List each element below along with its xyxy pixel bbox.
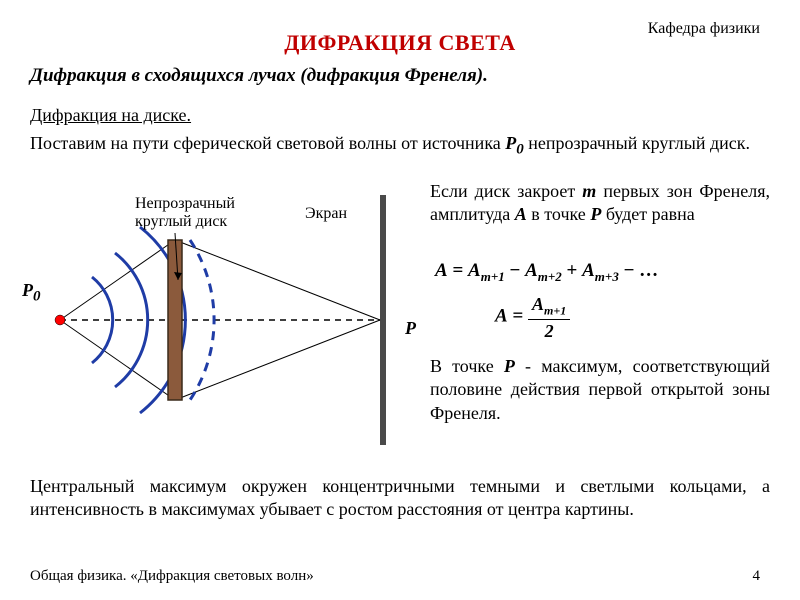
opaque-disk bbox=[168, 240, 182, 400]
page-title: ДИФРАКЦИЯ СВЕТА bbox=[0, 30, 800, 56]
ray-lower-2 bbox=[175, 320, 380, 400]
section-heading: Дифракция на диске. bbox=[30, 105, 191, 126]
p-label: P bbox=[405, 318, 416, 339]
screen-bar bbox=[380, 195, 386, 445]
disk-label-l1: Непрозрачный bbox=[135, 195, 235, 212]
bottom-paragraph: Центральный максимум окружен концентричн… bbox=[30, 475, 770, 520]
subtitle: Дифракция в сходящихся лучах (дифракция … bbox=[30, 65, 770, 87]
page-number: 4 bbox=[753, 568, 761, 585]
para1-P0: P bbox=[505, 133, 516, 153]
amplitude-series-formula: A = Am+1 − Am+2 + Am+3 − … bbox=[435, 260, 658, 285]
disk-label: Непрозрачный круглый диск bbox=[135, 195, 235, 230]
light-source bbox=[55, 315, 65, 325]
ray-lower-1 bbox=[60, 320, 175, 400]
right-paragraph-2: В точке P - максимум, соответствующий по… bbox=[430, 355, 770, 425]
right-paragraph-1: Если диск закроет m первых зон Френеля, … bbox=[430, 180, 770, 227]
ray-upper-2 bbox=[175, 240, 380, 320]
disk-label-l2: круглый диск bbox=[135, 213, 227, 230]
para1-text-b: непрозрачный круглый диск. bbox=[524, 133, 750, 153]
para1-text-a: Поставим на пути сферической световой во… bbox=[30, 133, 505, 153]
amplitude-result-formula: A = Am+1 2 bbox=[495, 295, 570, 340]
p0-label: P0 bbox=[22, 280, 41, 306]
intro-paragraph: Поставим на пути сферической световой во… bbox=[30, 132, 770, 159]
footer-course: Общая физика. «Дифракция световых волн» bbox=[30, 568, 314, 585]
screen-label: Экран bbox=[305, 205, 347, 223]
para1-P0-sub: 0 bbox=[516, 142, 524, 158]
ray-upper-1 bbox=[60, 240, 175, 320]
